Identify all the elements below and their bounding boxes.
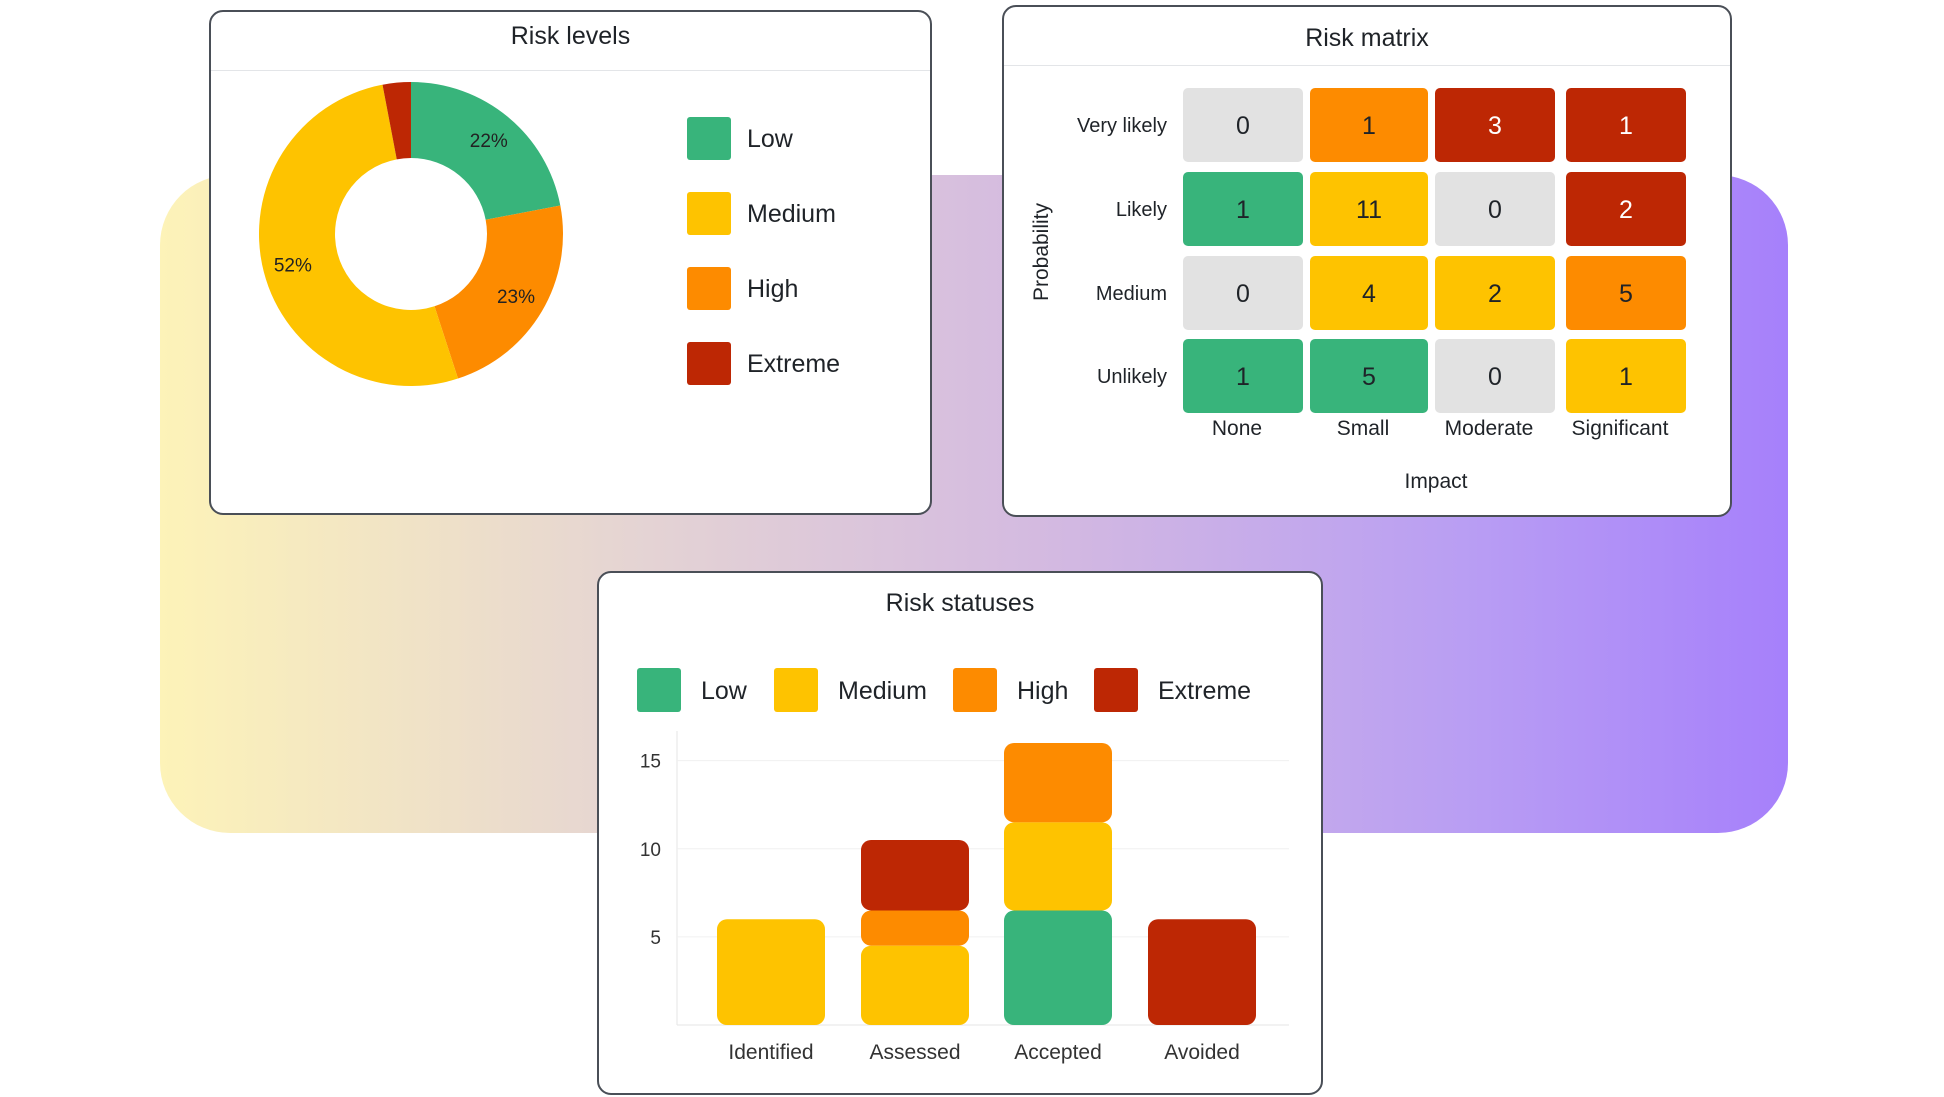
matrix-col-label-moderate: Moderate <box>1445 417 1534 440</box>
legend-swatch-medium <box>687 192 731 235</box>
matrix-cell-unlikely-none <box>1183 339 1303 413</box>
matrix-value-medium-small: 4 <box>1362 280 1376 308</box>
legend-label-medium: Medium <box>747 200 836 228</box>
matrix-value-very-likely-significant: 1 <box>1619 112 1633 140</box>
matrix-value-medium-moderate: 2 <box>1488 280 1502 308</box>
matrix-cell-unlikely-small <box>1310 339 1428 413</box>
matrix-value-likely-moderate: 0 <box>1488 196 1502 224</box>
matrix-cell-medium-small <box>1310 256 1428 330</box>
matrix-value-unlikely-none: 1 <box>1236 363 1250 391</box>
x-category-identified: Identified <box>728 1041 813 1064</box>
donut-label-low: 22% <box>470 131 508 152</box>
legend-swatch-extreme <box>687 342 731 385</box>
legend-swatch-high <box>687 267 731 310</box>
y-tick-5: 5 <box>650 928 661 949</box>
x-category-accepted: Accepted <box>1014 1041 1102 1064</box>
matrix-cell-unlikely-significant <box>1566 339 1686 413</box>
risk-levels-title: Risk levels <box>211 12 930 71</box>
donut-slice-extreme <box>382 82 411 160</box>
matrix-cell-medium-none <box>1183 256 1303 330</box>
bar-identified-medium <box>717 919 825 1025</box>
matrix-row-label-unlikely: Unlikely <box>1097 366 1167 388</box>
donut-slice-high <box>434 205 563 379</box>
bar-accepted-high <box>1004 743 1112 823</box>
bar-legend-label-low: Low <box>701 677 748 705</box>
matrix-value-medium-none: 0 <box>1236 280 1250 308</box>
matrix-cell-likely-significant <box>1566 172 1686 246</box>
risk-statuses-card: Risk statuses Low Medium High Extreme 5 10 15… <box>597 571 1323 1095</box>
matrix-value-very-likely-small: 1 <box>1362 112 1376 140</box>
bar-legend-swatch-medium <box>774 668 818 712</box>
risk-matrix-title: Risk matrix <box>1004 7 1730 66</box>
legend-label-extreme: Extreme <box>747 350 840 378</box>
legend-label-low: Low <box>747 125 794 153</box>
bar-accepted-low <box>1004 910 1112 1025</box>
risk-levels-donut-chart: 22% 23% 52% Low Medium High Extreme <box>258 82 840 387</box>
matrix-cell-very-likely-none <box>1183 88 1303 162</box>
y-tick-15: 15 <box>640 752 661 773</box>
bar-assessed-medium <box>861 945 969 1025</box>
impact-axis-title: Impact <box>1404 470 1467 493</box>
bar-legend-swatch-low <box>637 668 681 712</box>
x-category-assessed: Assessed <box>869 1041 960 1064</box>
matrix-row-label-very-likely: Very likely <box>1077 115 1167 137</box>
risk-statuses-bar-chart: Low Medium High Extreme 5 10 15 Identified Ass… <box>637 668 1289 1064</box>
matrix-cell-medium-moderate <box>1435 256 1555 330</box>
risk-matrix-heatmap: 0 1 3 11 11 0 20 4 2 51 5 0 1 Very likelyLikelyMediu… <box>1030 88 1686 493</box>
matrix-col-label-significant: Significant <box>1572 417 1669 440</box>
matrix-row-label-medium: Medium <box>1096 283 1167 305</box>
matrix-cell-very-likely-moderate <box>1435 88 1555 162</box>
matrix-col-label-none: None <box>1212 417 1262 440</box>
matrix-cell-very-likely-small <box>1310 88 1428 162</box>
risk-matrix-card: Risk matrix 0 1 3 1 1 11 0 2 0 4 2 5 1 5 0 1 Very likel… <box>1002 5 1732 517</box>
matrix-value-very-likely-moderate: 3 <box>1488 112 1502 140</box>
bar-legend-swatch-high <box>953 668 997 712</box>
risk-levels-card: Risk levels 22% 23% 52% Low Medium High Extre… <box>209 10 932 515</box>
matrix-cell-likely-moderate <box>1435 172 1555 246</box>
bar-accepted-medium <box>1004 822 1112 911</box>
bar-assessed-high <box>861 910 969 946</box>
matrix-cell-unlikely-moderate <box>1435 339 1555 413</box>
probability-axis-title: Probability <box>1030 202 1053 301</box>
x-category-avoided: Avoided <box>1164 1041 1240 1064</box>
matrix-value-likely-significant: 2 <box>1619 196 1633 224</box>
matrix-value-likely-none: 1 <box>1236 196 1250 224</box>
matrix-value-very-likely-none: 0 <box>1236 112 1250 140</box>
matrix-value-likely-small: 11 <box>1356 196 1382 224</box>
matrix-col-label-small: Small <box>1337 417 1390 440</box>
bar-legend-label-medium: Medium <box>838 677 927 705</box>
matrix-value-unlikely-moderate: 0 <box>1488 363 1502 391</box>
bar-assessed-extreme <box>861 839 969 911</box>
matrix-cell-very-likely-significant <box>1566 88 1686 162</box>
matrix-cell-likely-none <box>1183 172 1303 246</box>
donut-slice-low <box>411 82 561 220</box>
bar-legend-label-extreme: Extreme <box>1158 677 1251 705</box>
matrix-value-unlikely-significant: 1 <box>1619 363 1633 391</box>
legend-swatch-low <box>687 117 731 160</box>
legend-label-high: High <box>747 275 798 303</box>
bar-legend-label-high: High <box>1017 677 1068 705</box>
donut-label-high: 23% <box>497 287 535 308</box>
matrix-cell-medium-significant <box>1566 256 1686 330</box>
matrix-value-medium-significant: 5 <box>1619 280 1633 308</box>
y-tick-10: 10 <box>640 840 661 861</box>
bar-avoided-extreme <box>1148 919 1256 1025</box>
donut-slice-medium <box>258 84 458 387</box>
matrix-row-label-likely: Likely <box>1116 199 1167 221</box>
matrix-cell-likely-small <box>1310 172 1428 246</box>
risk-statuses-title: Risk statuses <box>885 589 1035 617</box>
donut-label-medium: 52% <box>274 255 312 276</box>
matrix-value-unlikely-small: 5 <box>1362 363 1376 391</box>
bar-legend-swatch-extreme <box>1094 668 1138 712</box>
